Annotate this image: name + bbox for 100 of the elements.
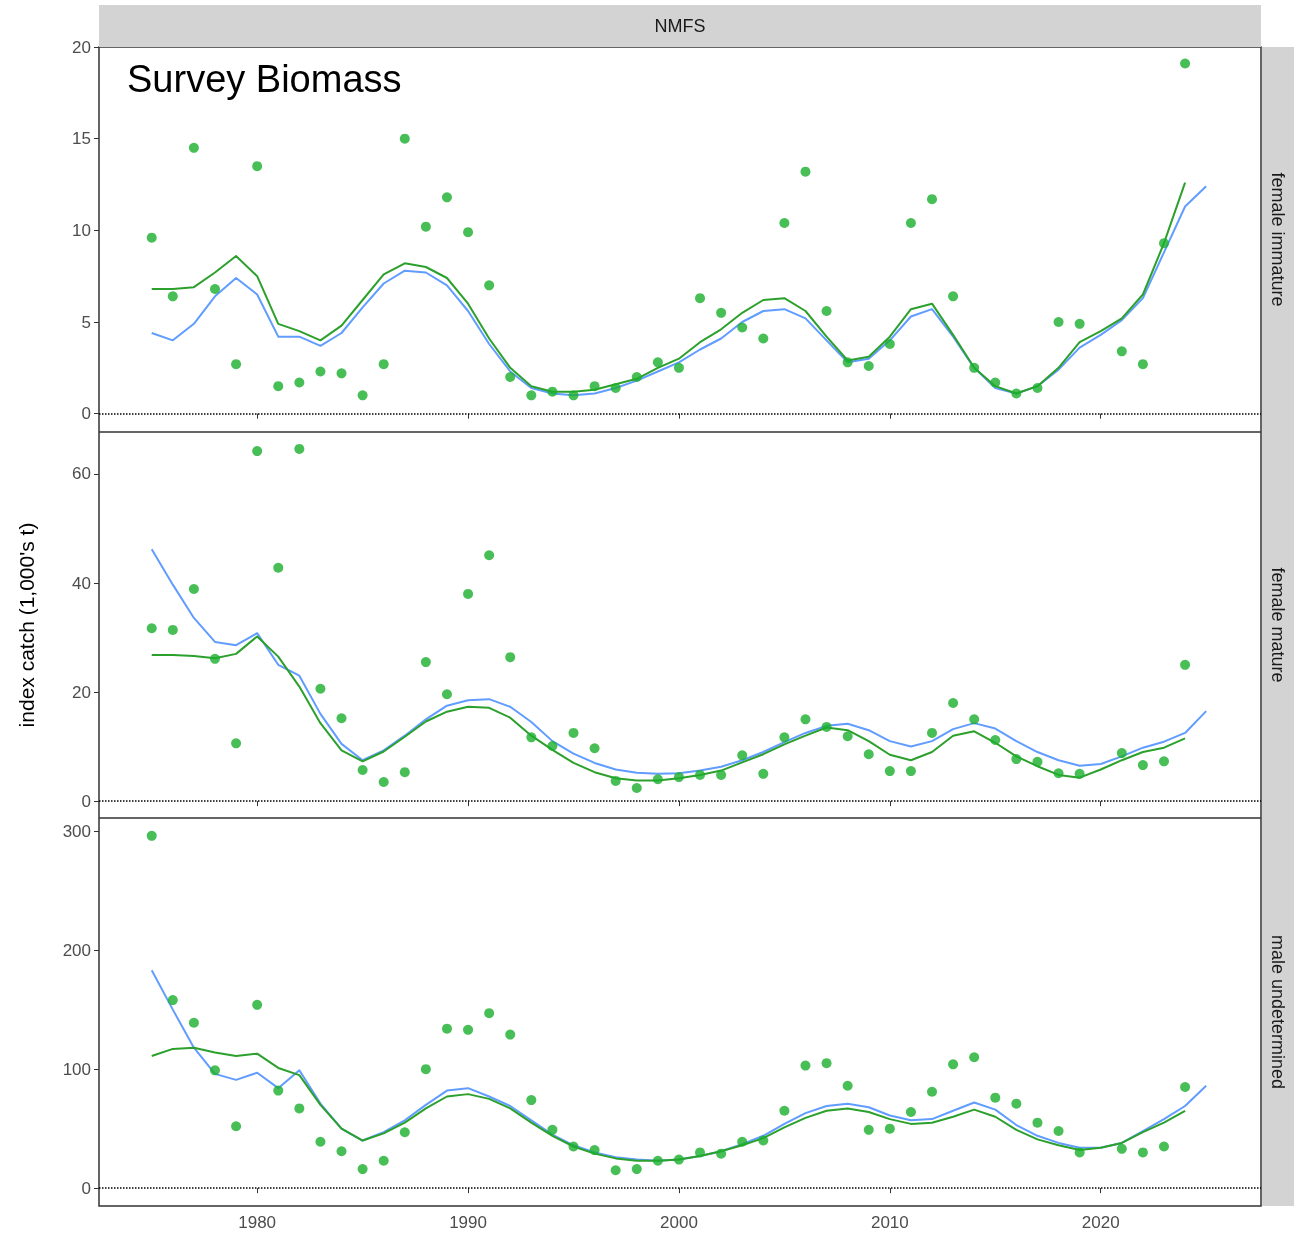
point — [652, 357, 663, 368]
point — [378, 1155, 389, 1166]
y-tick-label: 0 — [81, 1178, 91, 1198]
point — [1011, 1098, 1022, 1109]
point — [905, 766, 916, 777]
y-tick-label: 0 — [81, 404, 91, 424]
point — [1180, 58, 1191, 69]
point — [441, 1023, 452, 1034]
point — [716, 307, 727, 318]
point — [589, 743, 600, 754]
point — [420, 221, 431, 232]
point — [210, 653, 220, 664]
point — [1074, 318, 1085, 329]
point — [188, 142, 199, 153]
point — [884, 766, 895, 777]
point — [252, 161, 263, 172]
x-tick-label: 2000 — [660, 1213, 698, 1232]
point — [737, 750, 748, 761]
point — [884, 339, 895, 349]
point — [737, 322, 748, 333]
point — [1180, 659, 1191, 670]
point — [737, 1136, 748, 1147]
point — [610, 1165, 621, 1176]
y-tick-label: 5 — [81, 312, 91, 332]
point — [673, 1154, 684, 1165]
y-tick-label: 200 — [62, 940, 91, 960]
y-tick-label: 100 — [62, 1059, 91, 1079]
point — [863, 1124, 874, 1135]
chart-title: Survey Biomass — [127, 58, 402, 100]
point — [905, 1106, 916, 1117]
x-tick-label: 1980 — [238, 1213, 277, 1232]
point — [568, 1141, 579, 1152]
point — [357, 1164, 368, 1175]
point — [1053, 317, 1064, 327]
point — [167, 291, 178, 302]
point — [210, 284, 220, 294]
point — [1159, 238, 1169, 249]
point — [463, 227, 474, 238]
point — [800, 1060, 811, 1071]
point — [1159, 756, 1169, 767]
point — [526, 1095, 537, 1106]
point — [1180, 1081, 1191, 1092]
point — [631, 783, 642, 794]
point — [695, 769, 706, 780]
point — [990, 1092, 1001, 1103]
point — [1074, 768, 1085, 779]
point — [252, 999, 263, 1010]
point — [505, 1029, 516, 1040]
point — [231, 359, 242, 370]
point — [547, 741, 558, 752]
point — [568, 727, 579, 738]
point — [568, 390, 579, 401]
y-tick-label: 20 — [72, 682, 91, 702]
text: female mature — [1268, 567, 1288, 683]
point — [1137, 1147, 1148, 1158]
point — [1074, 1147, 1085, 1158]
x-tick-label: 1990 — [449, 1213, 487, 1232]
point — [399, 133, 410, 144]
point — [1116, 346, 1127, 357]
y-tick-label: 10 — [72, 220, 91, 240]
point — [357, 765, 368, 776]
point — [378, 359, 389, 370]
point — [821, 306, 832, 316]
point — [927, 1086, 938, 1097]
point — [948, 291, 959, 302]
point — [188, 1017, 199, 1028]
point — [589, 381, 600, 392]
point — [652, 774, 663, 785]
point — [167, 995, 178, 1006]
point — [294, 377, 305, 388]
chart-subtitle: NMFS — [654, 16, 706, 36]
point — [294, 1103, 305, 1114]
point — [842, 357, 853, 368]
y-tick-label: 40 — [72, 573, 91, 593]
point — [336, 368, 347, 379]
point — [758, 1135, 769, 1146]
point — [884, 1123, 895, 1134]
point — [378, 777, 389, 788]
point — [484, 1008, 495, 1019]
point — [336, 1146, 347, 1157]
point — [1053, 1126, 1064, 1137]
point — [505, 372, 516, 382]
point — [610, 775, 621, 786]
point — [336, 713, 347, 724]
point — [273, 562, 284, 573]
point — [800, 166, 811, 177]
point — [1011, 388, 1022, 399]
point — [1137, 359, 1148, 370]
text: female immature — [1268, 172, 1288, 307]
point — [547, 1124, 558, 1135]
point — [842, 1080, 853, 1091]
point — [716, 1148, 727, 1159]
y-tick-label: 15 — [72, 129, 91, 149]
point — [779, 732, 790, 743]
point — [463, 1024, 474, 1035]
point — [863, 361, 874, 371]
y-tick-label: 60 — [72, 464, 91, 484]
point — [631, 1164, 642, 1175]
point — [905, 218, 916, 228]
point — [315, 683, 326, 694]
